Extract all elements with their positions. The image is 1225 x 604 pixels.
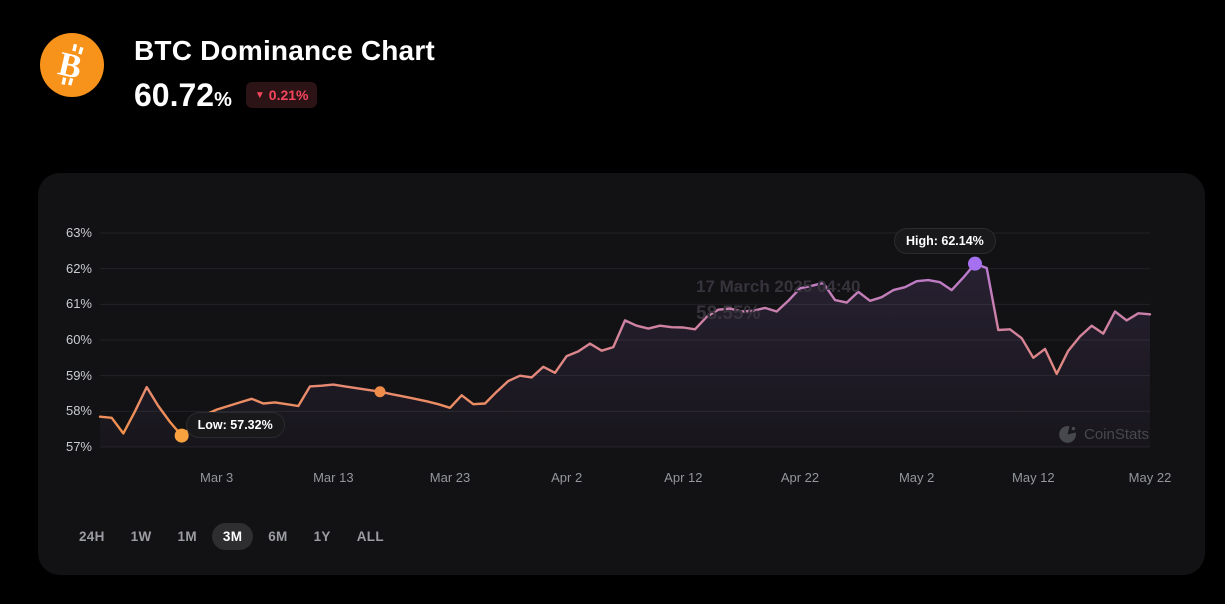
- high-point-marker: [968, 256, 982, 271]
- dominance-value: 60.72%: [134, 77, 232, 113]
- x-tick-label: Apr 22: [780, 470, 820, 485]
- y-tick-label: 59%: [65, 367, 92, 383]
- x-tick-label: Mar 3: [200, 470, 234, 485]
- y-tick-label: 62%: [65, 260, 92, 276]
- y-tick-label: 63%: [65, 225, 92, 240]
- coinstats-watermark: CoinStats: [1058, 425, 1149, 444]
- coinstats-watermark-text: CoinStats: [1084, 426, 1150, 443]
- y-tick-label: 61%: [65, 296, 92, 312]
- range-button-1w[interactable]: 1W: [120, 523, 163, 550]
- x-tick-label: May 12: [1012, 470, 1055, 485]
- x-tick-label: May 2: [898, 470, 935, 485]
- x-tick-label: Mar 13: [313, 470, 354, 485]
- hover-point-marker: [374, 386, 386, 398]
- x-tick-label: Mar 23: [429, 470, 471, 485]
- range-button-all[interactable]: ALL: [346, 523, 395, 550]
- y-tick-label: 57%: [65, 439, 92, 454]
- range-button-6m[interactable]: 6M: [257, 523, 298, 550]
- range-button-24h[interactable]: 24H: [68, 523, 116, 550]
- range-button-3m[interactable]: 3M: [211, 523, 254, 550]
- x-tick-label: Apr 12: [664, 470, 703, 485]
- chart-card: 63% 62% 61% 60% 59% 58% 57% Mar 3 Mar 13 Mar 23 A…: [38, 173, 1205, 575]
- coinstats-logo-icon: [1058, 425, 1077, 444]
- chart-header: B BTC Dominance Chart 60.72% ▼ 0.21%: [40, 33, 435, 111]
- down-arrow-icon: ▼: [254, 89, 265, 101]
- range-selector: 24H 1W 1M 3M 6M 1Y ALL: [68, 523, 395, 550]
- dominance-area-chart[interactable]: [38, 173, 1205, 575]
- dominance-value-unit: %: [214, 89, 232, 111]
- change-percent: 0.21%: [268, 87, 309, 103]
- y-tick-label: 58%: [65, 403, 92, 419]
- bitcoin-icon: B: [40, 33, 104, 97]
- range-button-1y[interactable]: 1Y: [303, 523, 342, 550]
- x-tick-label: May 22: [1128, 470, 1172, 485]
- range-button-1m[interactable]: 1M: [167, 523, 208, 550]
- low-tooltip: Low: 57.32%: [185, 411, 285, 438]
- low-point-marker: [174, 428, 189, 443]
- page-title: BTC Dominance Chart: [134, 35, 435, 66]
- y-tick-label: 60%: [65, 332, 92, 347]
- x-tick-label: Apr 2: [551, 470, 583, 485]
- change-badge: ▼ 0.21%: [245, 82, 318, 108]
- high-tooltip: High: 62.14%: [894, 227, 996, 254]
